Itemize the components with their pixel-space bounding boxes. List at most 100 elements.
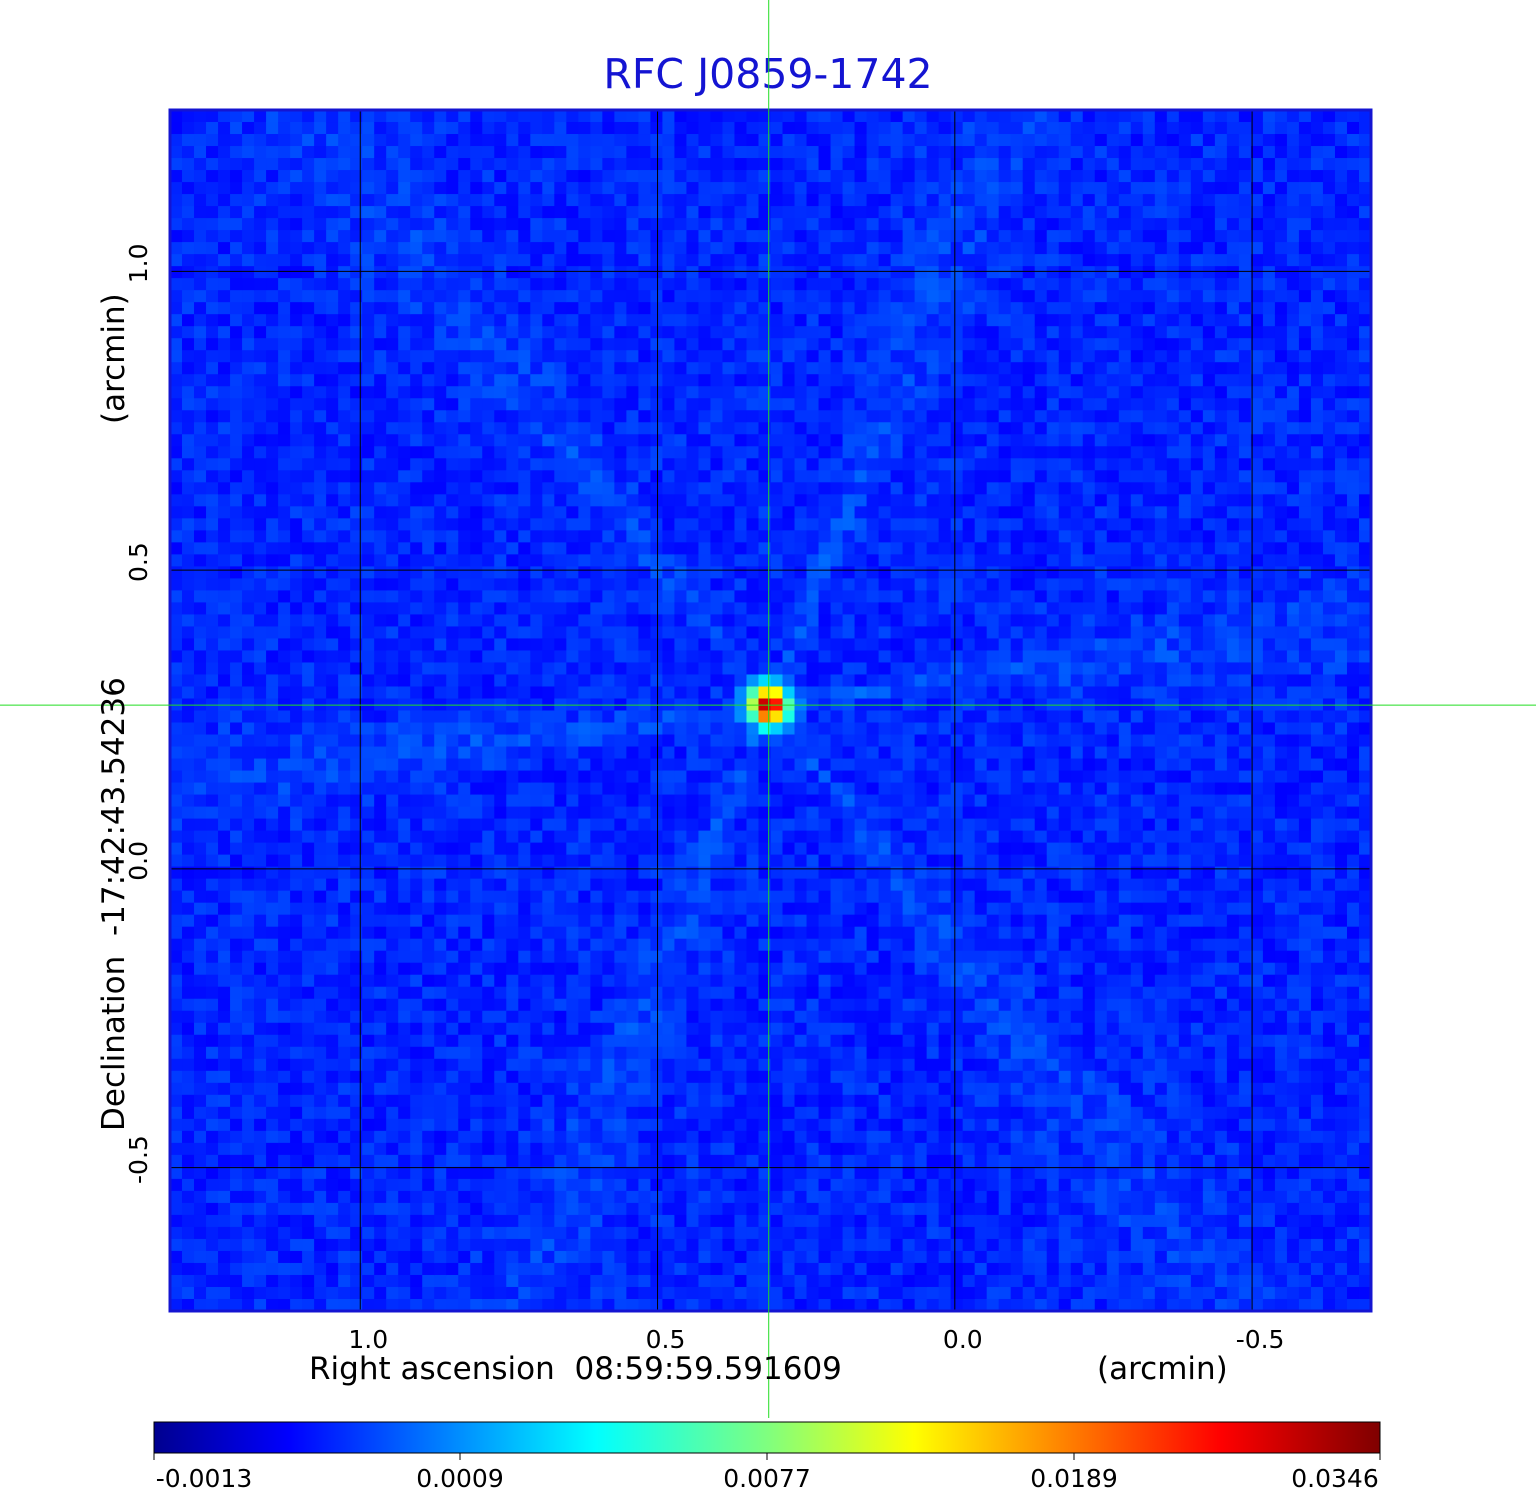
image-pixel [626, 578, 639, 591]
image-pixel [350, 1238, 363, 1252]
image-pixel [170, 266, 183, 279]
image-pixel [662, 866, 676, 880]
image-pixel [446, 782, 459, 796]
image-pixel [278, 482, 291, 495]
image-pixel [254, 314, 267, 327]
image-pixel [554, 338, 567, 351]
image-pixel [242, 770, 255, 784]
image-pixel [314, 1094, 327, 1108]
image-pixel [590, 1142, 603, 1156]
image-pixel [278, 926, 291, 940]
image-pixel [734, 758, 748, 772]
image-pixel [254, 1094, 267, 1108]
image-pixel [242, 194, 255, 207]
image-pixel [530, 506, 543, 519]
image-pixel [278, 1226, 291, 1240]
image-pixel [662, 914, 676, 928]
image-pixel [410, 122, 423, 135]
image-pixel [446, 530, 459, 543]
image-pixel [242, 1190, 255, 1204]
image-pixel [614, 662, 627, 676]
image-pixel [422, 1274, 435, 1288]
image-pixel [662, 806, 676, 820]
image-pixel [614, 1082, 627, 1096]
image-pixel [746, 290, 760, 303]
image-pixel [182, 578, 195, 591]
image-pixel [482, 1118, 495, 1132]
image-pixel [410, 530, 423, 543]
image-pixel [398, 938, 411, 952]
image-pixel [698, 110, 712, 123]
image-pixel [206, 1166, 219, 1180]
image-pixel [290, 818, 303, 832]
image-pixel [698, 134, 712, 147]
image-pixel [530, 266, 543, 279]
image-pixel [266, 182, 279, 195]
image-pixel [482, 254, 495, 267]
image-pixel [410, 1214, 423, 1228]
image-pixel [290, 110, 303, 123]
image-pixel [686, 722, 700, 736]
image-pixel [338, 566, 351, 579]
image-pixel [434, 1214, 447, 1228]
image-pixel [206, 350, 219, 363]
image-pixel [590, 1238, 603, 1252]
image-pixel [266, 1202, 279, 1216]
image-pixel [494, 302, 507, 315]
image-pixel [266, 278, 279, 291]
image-pixel [662, 218, 676, 231]
image-pixel [758, 494, 772, 507]
image-pixel [482, 614, 495, 628]
image-pixel [674, 638, 688, 652]
image-pixel [650, 530, 664, 543]
image-pixel [506, 890, 519, 904]
image-pixel [722, 734, 736, 748]
image-pixel [194, 890, 207, 904]
image-pixel [686, 830, 700, 844]
image-pixel [374, 1118, 387, 1132]
image-pixel [662, 602, 676, 616]
image-pixel [386, 434, 399, 447]
image-pixel [362, 182, 375, 195]
image-pixel [218, 818, 231, 832]
image-pixel [326, 302, 339, 315]
image-pixel [554, 386, 567, 399]
image-pixel [470, 902, 483, 916]
image-pixel [350, 602, 363, 616]
image-pixel [494, 710, 507, 724]
image-pixel [614, 242, 627, 255]
image-pixel [470, 686, 483, 700]
image-pixel [758, 1130, 772, 1144]
image-pixel [422, 254, 435, 267]
image-pixel [338, 482, 351, 495]
image-pixel [278, 830, 291, 844]
image-pixel [506, 1298, 519, 1311]
image-pixel [734, 1226, 748, 1240]
image-pixel [518, 386, 531, 399]
image-pixel [506, 422, 519, 435]
image-pixel [710, 674, 724, 688]
image-pixel [206, 926, 219, 940]
image-pixel [242, 758, 255, 772]
image-pixel [482, 782, 495, 796]
image-pixel [182, 602, 195, 616]
image-pixel [326, 602, 339, 616]
image-pixel [338, 1118, 351, 1132]
image-pixel [614, 386, 627, 399]
image-pixel [398, 290, 411, 303]
image-pixel [662, 134, 676, 147]
image-pixel [710, 914, 724, 928]
image-pixel [290, 1298, 303, 1311]
image-pixel [626, 518, 639, 531]
image-pixel [410, 1082, 423, 1096]
image-pixel [590, 734, 603, 748]
image-pixel [398, 146, 411, 159]
image-pixel [710, 1058, 724, 1072]
image-pixel [530, 722, 543, 736]
image-pixel [398, 1238, 411, 1252]
image-pixel [566, 602, 579, 616]
image-pixel [566, 986, 579, 1000]
image-pixel [218, 842, 231, 856]
image-pixel [662, 746, 676, 760]
image-pixel [350, 338, 363, 351]
